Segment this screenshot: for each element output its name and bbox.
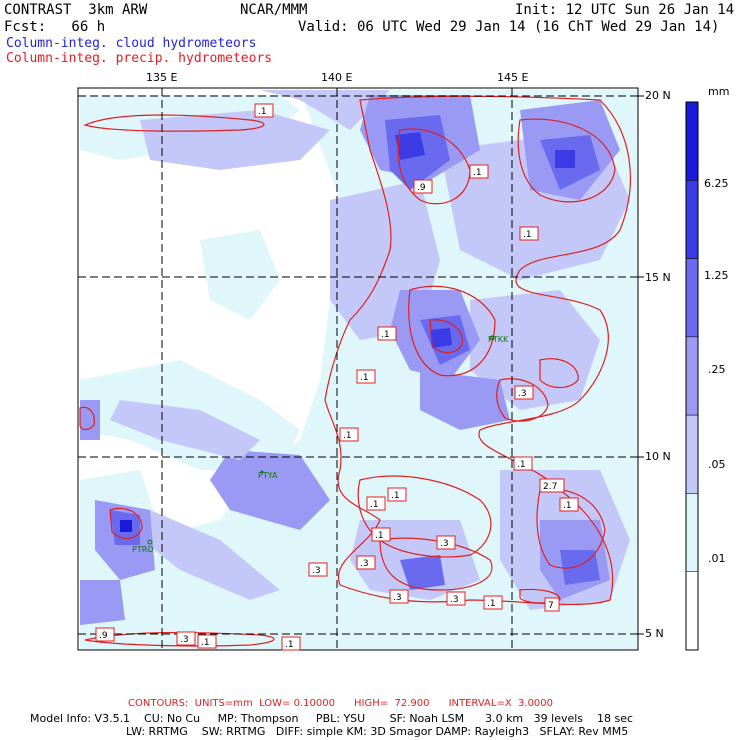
contour-label-box bbox=[371, 527, 391, 542]
station-marker-ptya bbox=[260, 470, 264, 474]
contour-label-text: 7 bbox=[548, 601, 554, 611]
station-marker-ptkk bbox=[489, 335, 495, 341]
map-frame bbox=[77, 87, 639, 651]
contour-label-box bbox=[514, 385, 534, 400]
contour-label-box bbox=[519, 226, 539, 241]
colorbar-segment bbox=[685, 180, 699, 259]
contour-label-text: .3 bbox=[180, 635, 189, 645]
colorbar-segment bbox=[685, 414, 699, 494]
contour-label-text: .1 bbox=[360, 373, 369, 383]
contour-label-text: .1 bbox=[523, 230, 532, 240]
contour-label-box bbox=[176, 631, 196, 646]
contour-label-box bbox=[356, 555, 376, 570]
station-label-ptkk: PTKK bbox=[488, 335, 509, 344]
contour-label-text: .3 bbox=[518, 389, 527, 399]
contour-label-box bbox=[377, 326, 397, 341]
colorbar bbox=[685, 101, 699, 651]
contour-label-box bbox=[95, 627, 115, 642]
contour-label-text: .1 bbox=[370, 500, 379, 510]
colorbar-segment bbox=[685, 258, 699, 338]
lon-label-145: 145 E bbox=[497, 71, 529, 84]
contour-label-box bbox=[436, 535, 456, 550]
contour-label-box bbox=[544, 597, 560, 612]
contour-label-box bbox=[513, 456, 533, 471]
colorbar-frame bbox=[685, 101, 699, 651]
contour-label-box bbox=[197, 634, 217, 649]
model-title: CONTRAST 3km ARW bbox=[4, 2, 148, 18]
contour-label-box bbox=[308, 562, 328, 577]
colorbar-unit: mm bbox=[708, 85, 730, 98]
contour-label-text: .9 bbox=[417, 183, 426, 193]
colorbar-level-001: .01 bbox=[708, 552, 726, 565]
contour-label-text: .1 bbox=[381, 330, 390, 340]
contour-label-text: .3 bbox=[393, 593, 402, 603]
contour-label-text: .9 bbox=[99, 631, 108, 641]
lon-label-140: 140 E bbox=[321, 71, 353, 84]
contour-label-text: .1 bbox=[201, 638, 210, 648]
contours-info: CONTOURS: UNITS=mm LOW= 0.10000 HIGH= 72… bbox=[128, 698, 554, 709]
station-marker-ptro bbox=[147, 539, 153, 545]
lat-label-20: 20 N bbox=[645, 89, 671, 102]
colorbar-level-005: .05 bbox=[708, 458, 726, 471]
center-title: NCAR/MMM bbox=[240, 2, 308, 18]
contour-label-text: .1 bbox=[285, 640, 294, 650]
colorbar-segment bbox=[685, 336, 699, 416]
contour-label-box bbox=[356, 369, 376, 384]
colorbar-level-1-25: 1.25 bbox=[704, 269, 729, 282]
colorbar-segment bbox=[685, 101, 699, 181]
contour-label-text: .1 bbox=[487, 599, 496, 609]
contour-label-text: .1 bbox=[517, 460, 526, 470]
model-info-line-2: LW: RRTMG SW: RRTMG DIFF: simple KM: 3D … bbox=[126, 725, 629, 738]
station-label-ptro: PTRO bbox=[132, 545, 154, 554]
contour-label-text: .1 bbox=[258, 107, 267, 117]
contour-label-box bbox=[539, 478, 565, 493]
contour-label-box bbox=[366, 496, 386, 511]
contour-label-box bbox=[446, 591, 466, 606]
contour-label-text: 2.7 bbox=[543, 482, 557, 492]
contour-label-box bbox=[483, 595, 503, 610]
contour-label-text: .1 bbox=[375, 531, 384, 541]
contour-label-text: .3 bbox=[440, 539, 449, 549]
contour-label-box bbox=[339, 427, 359, 442]
contour-labels: .1 .1 .1 .1 .1 .1 .1 .3 .3 .3 .3 .3 .1 .1 2.7 .1 .1 .1 .9.… bbox=[95, 103, 579, 651]
contour-label-text: .1 bbox=[473, 168, 482, 178]
valid-time: Valid: 06 UTC Wed 29 Jan 14 (16 ChT Wed … bbox=[298, 19, 720, 35]
contour-label-text: .3 bbox=[450, 595, 459, 605]
lat-label-5: 5 N bbox=[645, 627, 664, 640]
contour-label-text: .1 bbox=[563, 501, 572, 511]
contour-label-text: .1 bbox=[391, 491, 400, 501]
lat-lon-grid bbox=[78, 88, 638, 650]
colorbar-segment bbox=[685, 493, 699, 572]
station-label-ptya: PTYA bbox=[258, 471, 278, 480]
contour-label-box bbox=[387, 487, 407, 502]
cloud-field-label: Column-integ. cloud hydrometeors bbox=[6, 36, 257, 51]
contour-label-text: .3 bbox=[312, 566, 321, 576]
colorbar-level-6-25: 6.25 bbox=[704, 177, 729, 190]
forecast-hour: Fcst: 66 h bbox=[4, 19, 106, 35]
contour-label-box bbox=[254, 103, 274, 118]
stations: PTKK PTYA PTRO bbox=[132, 335, 509, 554]
lat-label-15: 15 N bbox=[645, 271, 671, 284]
precip-contours bbox=[79, 95, 631, 647]
contour-label-text: .1 bbox=[343, 431, 352, 441]
contour-label-box bbox=[413, 179, 433, 194]
lon-label-135: 135 E bbox=[146, 71, 178, 84]
init-time: Init: 12 UTC Sun 26 Jan 14 bbox=[515, 2, 735, 18]
colorbar-level-025: .25 bbox=[708, 363, 726, 376]
lat-label-10: 10 N bbox=[645, 450, 671, 463]
contour-label-box bbox=[389, 589, 409, 604]
contour-label-box bbox=[281, 636, 301, 651]
colorbar-segment bbox=[685, 571, 699, 651]
precip-field-label: Column-integ. precip. hydrometeors bbox=[6, 51, 273, 66]
model-info-line-1: Model Info: V3.5.1 CU: No Cu MP: Thompso… bbox=[30, 712, 634, 725]
contour-label-text: .3 bbox=[360, 559, 369, 569]
contour-label-box bbox=[559, 497, 579, 512]
lat-ticks bbox=[638, 95, 644, 635]
contour-label-box bbox=[469, 164, 489, 179]
